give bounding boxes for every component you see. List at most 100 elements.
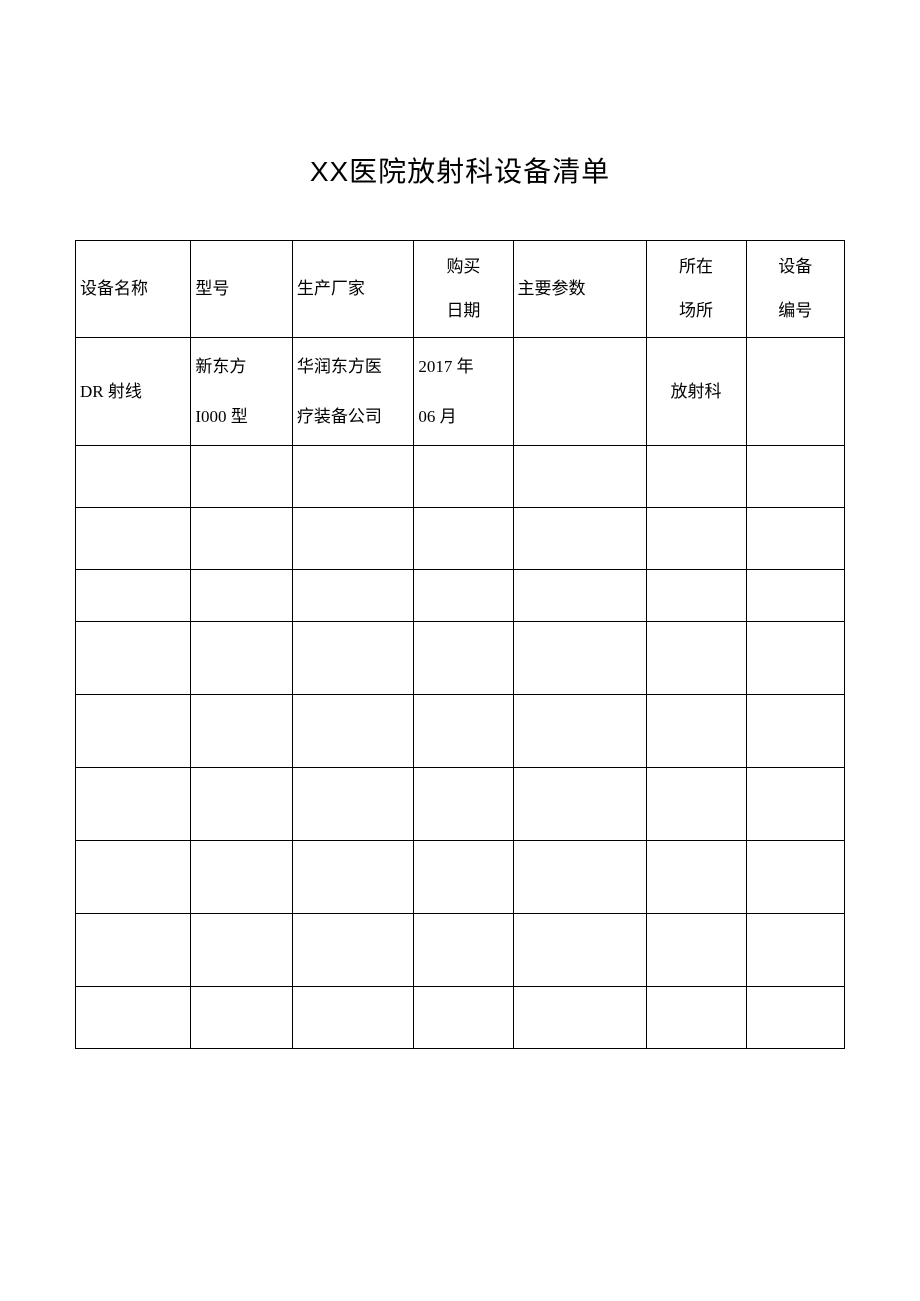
- cell-date-line1: 2017 年: [418, 357, 473, 376]
- cell: [191, 840, 293, 913]
- equipment-table: 设备名称 型号 生产厂家 购买 日期 主要参数 所在 场所 设备 编号 DR 射…: [75, 240, 845, 1049]
- col-header-number-line1: 设备: [778, 257, 812, 276]
- cell: [746, 694, 844, 767]
- cell: [646, 621, 746, 694]
- col-header-location: 所在 场所: [646, 241, 746, 338]
- col-header-number: 设备 编号: [746, 241, 844, 338]
- table-row: [76, 507, 845, 569]
- col-header-params: 主要参数: [513, 241, 646, 338]
- cell: [646, 986, 746, 1048]
- table-row: [76, 840, 845, 913]
- cell: [414, 767, 513, 840]
- cell: [292, 445, 414, 507]
- table-row: [76, 986, 845, 1048]
- cell: [292, 767, 414, 840]
- cell: [646, 840, 746, 913]
- cell: [191, 445, 293, 507]
- cell: [191, 569, 293, 621]
- cell-mfr: 华润东方医 疗装备公司: [292, 338, 414, 446]
- table-row: [76, 694, 845, 767]
- cell-model-line2: I000 型: [195, 407, 247, 426]
- cell: [746, 767, 844, 840]
- cell: [746, 569, 844, 621]
- cell: [746, 986, 844, 1048]
- cell: [646, 507, 746, 569]
- cell: [513, 569, 646, 621]
- cell: [76, 507, 191, 569]
- cell: [513, 621, 646, 694]
- cell-params: [513, 338, 646, 446]
- cell: [513, 986, 646, 1048]
- cell: [76, 840, 191, 913]
- cell: [646, 445, 746, 507]
- cell: [646, 913, 746, 986]
- cell: [76, 913, 191, 986]
- cell: [513, 913, 646, 986]
- table-row: DR 射线 新东方 I000 型 华润东方医 疗装备公司 2017 年 06 月…: [76, 338, 845, 446]
- col-header-date: 购买 日期: [414, 241, 513, 338]
- col-header-location-line1: 所在: [679, 257, 713, 276]
- col-header-date-line1: 购买: [446, 257, 480, 276]
- table-row: [76, 767, 845, 840]
- cell-model-line1: 新东方: [195, 357, 246, 376]
- cell-date: 2017 年 06 月: [414, 338, 513, 446]
- cell: [76, 621, 191, 694]
- cell: [292, 913, 414, 986]
- table-row: [76, 569, 845, 621]
- cell: [292, 840, 414, 913]
- cell: [746, 840, 844, 913]
- cell-model: 新东方 I000 型: [191, 338, 293, 446]
- table-row: [76, 913, 845, 986]
- cell: [76, 767, 191, 840]
- cell: [414, 507, 513, 569]
- cell: [191, 767, 293, 840]
- cell-number: [746, 338, 844, 446]
- table-header-row: 设备名称 型号 生产厂家 购买 日期 主要参数 所在 场所 设备 编号: [76, 241, 845, 338]
- cell: [746, 913, 844, 986]
- cell: [76, 694, 191, 767]
- cell: [414, 445, 513, 507]
- cell: [292, 986, 414, 1048]
- document-title: XX医院放射科设备清单: [75, 150, 845, 190]
- cell: [76, 986, 191, 1048]
- cell: [292, 621, 414, 694]
- cell: [746, 621, 844, 694]
- cell: [414, 621, 513, 694]
- col-header-model: 型号: [191, 241, 293, 338]
- cell-name: DR 射线: [76, 338, 191, 446]
- cell: [414, 913, 513, 986]
- table-row: [76, 621, 845, 694]
- cell: [292, 569, 414, 621]
- cell: [646, 569, 746, 621]
- cell: [513, 840, 646, 913]
- cell: [513, 507, 646, 569]
- col-header-name: 设备名称: [76, 241, 191, 338]
- cell-date-line2: 06 月: [418, 407, 456, 426]
- cell: [513, 445, 646, 507]
- cell: [414, 694, 513, 767]
- cell: [414, 986, 513, 1048]
- cell: [191, 694, 293, 767]
- col-header-location-line2: 场所: [679, 301, 713, 320]
- cell-location: 放射科: [646, 338, 746, 446]
- cell: [191, 621, 293, 694]
- title-prefix: XX: [310, 156, 349, 187]
- col-header-number-line2: 编号: [778, 301, 812, 320]
- cell: [414, 840, 513, 913]
- cell: [292, 694, 414, 767]
- cell-mfr-line2: 疗装备公司: [297, 407, 382, 426]
- cell: [292, 507, 414, 569]
- col-header-date-line2: 日期: [446, 301, 480, 320]
- cell: [646, 767, 746, 840]
- cell: [746, 507, 844, 569]
- col-header-mfr: 生产厂家: [292, 241, 414, 338]
- cell: [513, 767, 646, 840]
- cell: [76, 569, 191, 621]
- cell: [646, 694, 746, 767]
- title-suffix: 医院放射科设备清单: [349, 156, 610, 187]
- cell: [191, 913, 293, 986]
- cell: [191, 507, 293, 569]
- cell: [76, 445, 191, 507]
- cell: [414, 569, 513, 621]
- cell: [746, 445, 844, 507]
